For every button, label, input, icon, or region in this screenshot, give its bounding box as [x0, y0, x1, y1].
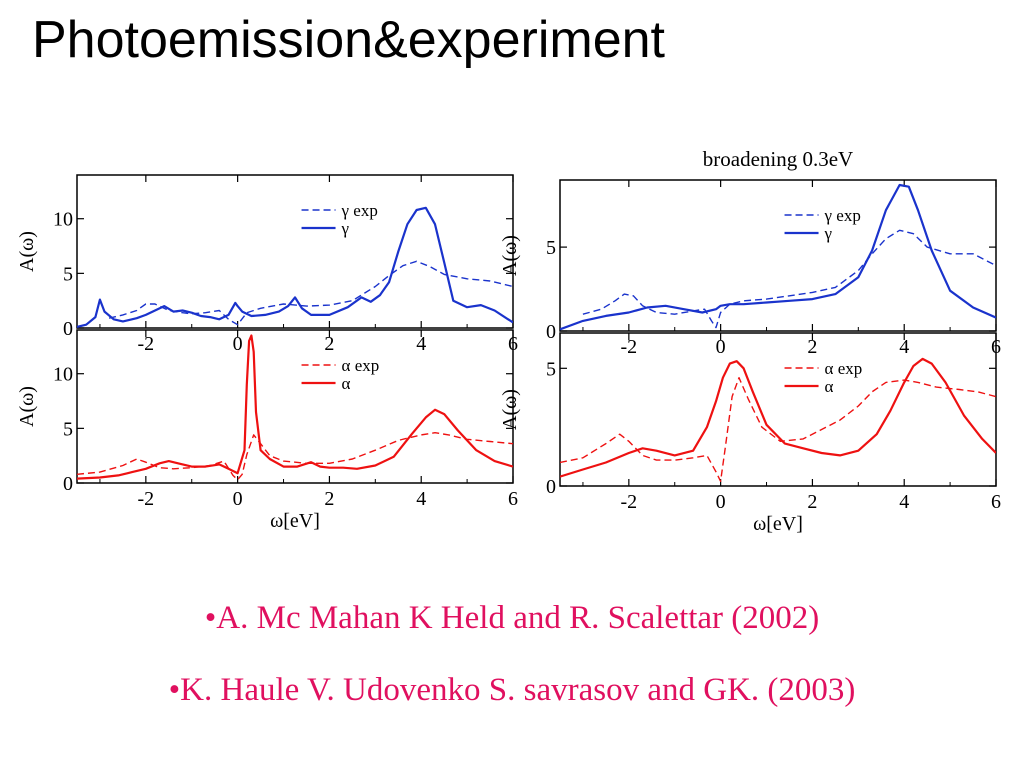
x-tick-label: -2 [138, 333, 155, 355]
series-line-experiment [582, 229, 996, 329]
series-group [77, 206, 513, 328]
y-axis-label: A(ω) [499, 235, 521, 276]
series-group [560, 183, 996, 331]
x-tick-label: -2 [621, 491, 638, 513]
x-tick-label: -2 [621, 336, 638, 358]
x-tick-label: 4 [416, 333, 426, 355]
y-tick-label: 10 [53, 209, 73, 231]
series-line-experiment [108, 260, 513, 326]
y-tick-label: 5 [63, 263, 73, 285]
series-line-theory [77, 334, 513, 480]
series-group [560, 357, 996, 482]
series-line-theory [560, 357, 996, 478]
x-axis-label: ω[eV] [753, 513, 803, 535]
y-tick-label: 10 [53, 364, 73, 386]
x-tick-label: 6 [991, 491, 1001, 513]
legend-label: γ exp [824, 206, 861, 225]
x-tick-label: -2 [138, 488, 155, 510]
reference-mcmahan: •A. Mc Mahan K Held and R. Scalettar (20… [204, 600, 820, 636]
legend-label: γ [341, 219, 350, 238]
x-tick-label: 2 [807, 491, 817, 513]
y-tick-label: 0 [63, 473, 73, 495]
plot-frame [559, 332, 997, 487]
series-line-experiment [77, 432, 513, 481]
x-axis-label: ω[eV] [270, 510, 320, 532]
series-line-theory [560, 183, 996, 331]
x-tick-label: 4 [416, 488, 426, 510]
x-tick-label: 2 [324, 488, 334, 510]
x-tick-label: 0 [716, 336, 726, 358]
y-tick-label: 5 [546, 358, 556, 380]
x-tick-label: 6 [508, 488, 518, 510]
series-line-experiment [560, 377, 996, 482]
y-tick-label: 0 [63, 318, 73, 340]
legend-label: α exp [342, 356, 380, 375]
y-tick-label: 5 [546, 237, 556, 259]
x-tick-label: 0 [716, 491, 726, 513]
legend-label: α exp [825, 359, 863, 378]
chart-title: broadening 0.3eV [703, 147, 853, 171]
legend-label: γ [824, 224, 833, 243]
plot-frame [76, 174, 514, 329]
plot-frame [559, 179, 997, 332]
x-tick-label: 0 [233, 333, 243, 355]
series-group [77, 334, 513, 481]
y-tick-label: 0 [546, 321, 556, 343]
x-tick-label: 4 [899, 491, 909, 513]
series-line-theory [77, 206, 513, 328]
y-tick-label: 0 [546, 476, 556, 498]
x-tick-label: 0 [233, 488, 243, 510]
legend-label: γ exp [341, 201, 378, 220]
y-tick-label: 5 [63, 418, 73, 440]
legend-label: α [825, 377, 834, 396]
legend-label: α [342, 374, 351, 393]
x-tick-label: 2 [324, 333, 334, 355]
x-tick-label: 2 [807, 336, 817, 358]
y-axis-label: A(ω) [499, 389, 521, 430]
slide-title: Photoemission&experiment [32, 11, 665, 69]
y-axis-label: A(ω) [16, 386, 38, 427]
plot-frame [76, 329, 514, 484]
x-tick-label: 4 [899, 336, 909, 358]
y-axis-label: A(ω) [16, 231, 38, 272]
reference-haule: •K. Haule V. Udovenko S. savrasov and GK… [168, 672, 856, 708]
